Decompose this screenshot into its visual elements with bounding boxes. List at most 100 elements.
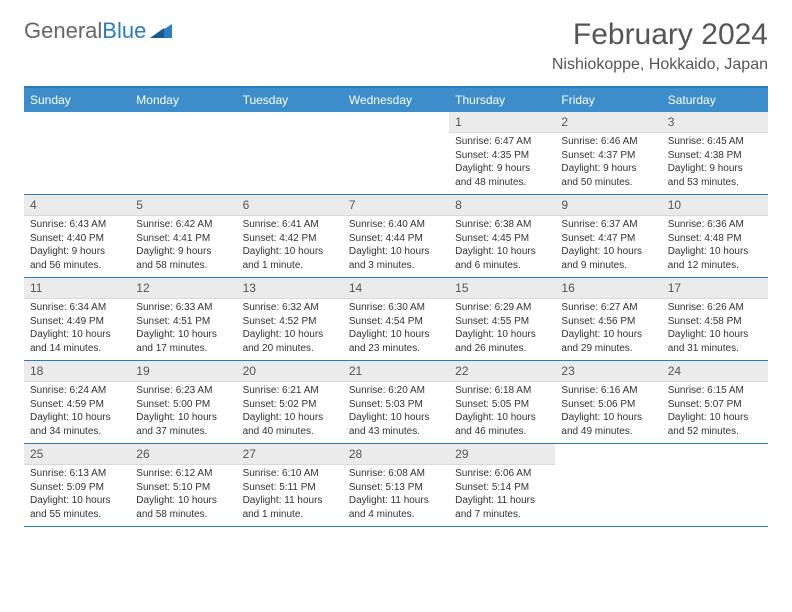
- day-number: 14: [343, 278, 449, 299]
- daylight-text-1: Daylight: 10 hours: [349, 328, 443, 342]
- sunset-text: Sunset: 4:55 PM: [455, 315, 549, 329]
- sunset-text: Sunset: 5:11 PM: [243, 481, 337, 495]
- calendar-cell: 27Sunrise: 6:10 AMSunset: 5:11 PMDayligh…: [237, 444, 343, 526]
- day-number: 22: [449, 361, 555, 382]
- calendar-cell: 7Sunrise: 6:40 AMSunset: 4:44 PMDaylight…: [343, 195, 449, 277]
- day-details: Sunrise: 6:45 AMSunset: 4:38 PMDaylight:…: [662, 133, 768, 193]
- calendar-cell: 29Sunrise: 6:06 AMSunset: 5:14 PMDayligh…: [449, 444, 555, 526]
- day-details: Sunrise: 6:42 AMSunset: 4:41 PMDaylight:…: [130, 216, 236, 276]
- daylight-text-2: and 14 minutes.: [30, 342, 124, 356]
- day-details: Sunrise: 6:18 AMSunset: 5:05 PMDaylight:…: [449, 382, 555, 442]
- daylight-text-2: and 23 minutes.: [349, 342, 443, 356]
- daylight-text-1: Daylight: 10 hours: [136, 328, 230, 342]
- daylight-text-1: Daylight: 11 hours: [455, 494, 549, 508]
- daylight-text-2: and 40 minutes.: [243, 425, 337, 439]
- day-number: 9: [555, 195, 661, 216]
- day-header-tuesday: Tuesday: [237, 88, 343, 112]
- sunrise-text: Sunrise: 6:32 AM: [243, 301, 337, 315]
- day-number: 23: [555, 361, 661, 382]
- calendar-cell: 10Sunrise: 6:36 AMSunset: 4:48 PMDayligh…: [662, 195, 768, 277]
- sunset-text: Sunset: 4:38 PM: [668, 149, 762, 163]
- sunset-text: Sunset: 4:41 PM: [136, 232, 230, 246]
- day-number: 18: [24, 361, 130, 382]
- day-number: 1: [449, 112, 555, 133]
- sunset-text: Sunset: 5:13 PM: [349, 481, 443, 495]
- daylight-text-2: and 17 minutes.: [136, 342, 230, 356]
- calendar-cell: 22Sunrise: 6:18 AMSunset: 5:05 PMDayligh…: [449, 361, 555, 443]
- day-details: Sunrise: 6:23 AMSunset: 5:00 PMDaylight:…: [130, 382, 236, 442]
- calendar-cell: 5Sunrise: 6:42 AMSunset: 4:41 PMDaylight…: [130, 195, 236, 277]
- daylight-text-1: Daylight: 10 hours: [30, 494, 124, 508]
- daylight-text-1: Daylight: 10 hours: [561, 411, 655, 425]
- daylight-text-2: and 1 minute.: [243, 259, 337, 273]
- calendar-cell: 21Sunrise: 6:20 AMSunset: 5:03 PMDayligh…: [343, 361, 449, 443]
- day-number: 6: [237, 195, 343, 216]
- sunrise-text: Sunrise: 6:26 AM: [668, 301, 762, 315]
- day-number: 17: [662, 278, 768, 299]
- day-details: Sunrise: 6:46 AMSunset: 4:37 PMDaylight:…: [555, 133, 661, 193]
- daylight-text-2: and 56 minutes.: [30, 259, 124, 273]
- sunrise-text: Sunrise: 6:29 AM: [455, 301, 549, 315]
- sunset-text: Sunset: 4:35 PM: [455, 149, 549, 163]
- day-details: Sunrise: 6:26 AMSunset: 4:58 PMDaylight:…: [662, 299, 768, 359]
- sunrise-text: Sunrise: 6:18 AM: [455, 384, 549, 398]
- day-details: Sunrise: 6:21 AMSunset: 5:02 PMDaylight:…: [237, 382, 343, 442]
- day-number: 7: [343, 195, 449, 216]
- day-details: Sunrise: 6:13 AMSunset: 5:09 PMDaylight:…: [24, 465, 130, 525]
- day-number: 12: [130, 278, 236, 299]
- day-details: Sunrise: 6:43 AMSunset: 4:40 PMDaylight:…: [24, 216, 130, 276]
- daylight-text-1: Daylight: 10 hours: [30, 328, 124, 342]
- daylight-text-1: Daylight: 9 hours: [136, 245, 230, 259]
- daylight-text-2: and 6 minutes.: [455, 259, 549, 273]
- day-details: Sunrise: 6:38 AMSunset: 4:45 PMDaylight:…: [449, 216, 555, 276]
- sunrise-text: Sunrise: 6:41 AM: [243, 218, 337, 232]
- sunrise-text: Sunrise: 6:34 AM: [30, 301, 124, 315]
- calendar-cell: 2Sunrise: 6:46 AMSunset: 4:37 PMDaylight…: [555, 112, 661, 194]
- day-header-friday: Friday: [555, 88, 661, 112]
- calendar-cell: .: [343, 112, 449, 194]
- daylight-text-1: Daylight: 10 hours: [136, 494, 230, 508]
- calendar-cell: 8Sunrise: 6:38 AMSunset: 4:45 PMDaylight…: [449, 195, 555, 277]
- calendar-cell: 28Sunrise: 6:08 AMSunset: 5:13 PMDayligh…: [343, 444, 449, 526]
- daylight-text-2: and 7 minutes.: [455, 508, 549, 522]
- daylight-text-2: and 31 minutes.: [668, 342, 762, 356]
- month-title: February 2024: [552, 18, 768, 52]
- daylight-text-2: and 48 minutes.: [455, 176, 549, 190]
- sunrise-text: Sunrise: 6:45 AM: [668, 135, 762, 149]
- daylight-text-1: Daylight: 9 hours: [455, 162, 549, 176]
- calendar-cell: 4Sunrise: 6:43 AMSunset: 4:40 PMDaylight…: [24, 195, 130, 277]
- day-details: Sunrise: 6:41 AMSunset: 4:42 PMDaylight:…: [237, 216, 343, 276]
- sunset-text: Sunset: 4:54 PM: [349, 315, 443, 329]
- sunset-text: Sunset: 4:42 PM: [243, 232, 337, 246]
- daylight-text-2: and 55 minutes.: [30, 508, 124, 522]
- sunrise-text: Sunrise: 6:13 AM: [30, 467, 124, 481]
- calendar-week: 11Sunrise: 6:34 AMSunset: 4:49 PMDayligh…: [24, 278, 768, 361]
- sunrise-text: Sunrise: 6:40 AM: [349, 218, 443, 232]
- sunset-text: Sunset: 4:51 PM: [136, 315, 230, 329]
- daylight-text-2: and 49 minutes.: [561, 425, 655, 439]
- calendar-cell: 20Sunrise: 6:21 AMSunset: 5:02 PMDayligh…: [237, 361, 343, 443]
- sunset-text: Sunset: 4:40 PM: [30, 232, 124, 246]
- calendar-cell: 11Sunrise: 6:34 AMSunset: 4:49 PMDayligh…: [24, 278, 130, 360]
- day-details: Sunrise: 6:34 AMSunset: 4:49 PMDaylight:…: [24, 299, 130, 359]
- daylight-text-2: and 58 minutes.: [136, 508, 230, 522]
- sunrise-text: Sunrise: 6:10 AM: [243, 467, 337, 481]
- daylight-text-2: and 9 minutes.: [561, 259, 655, 273]
- calendar-cell: 24Sunrise: 6:15 AMSunset: 5:07 PMDayligh…: [662, 361, 768, 443]
- sunrise-text: Sunrise: 6:06 AM: [455, 467, 549, 481]
- day-number: 15: [449, 278, 555, 299]
- day-header-saturday: Saturday: [662, 88, 768, 112]
- day-details: Sunrise: 6:24 AMSunset: 4:59 PMDaylight:…: [24, 382, 130, 442]
- calendar-cell: 6Sunrise: 6:41 AMSunset: 4:42 PMDaylight…: [237, 195, 343, 277]
- day-details: Sunrise: 6:06 AMSunset: 5:14 PMDaylight:…: [449, 465, 555, 525]
- day-number: 21: [343, 361, 449, 382]
- daylight-text-1: Daylight: 10 hours: [455, 245, 549, 259]
- sunset-text: Sunset: 5:02 PM: [243, 398, 337, 412]
- day-details: Sunrise: 6:47 AMSunset: 4:35 PMDaylight:…: [449, 133, 555, 193]
- sunset-text: Sunset: 5:06 PM: [561, 398, 655, 412]
- day-details: Sunrise: 6:20 AMSunset: 5:03 PMDaylight:…: [343, 382, 449, 442]
- daylight-text-2: and 52 minutes.: [668, 425, 762, 439]
- day-number: 4: [24, 195, 130, 216]
- day-details: Sunrise: 6:37 AMSunset: 4:47 PMDaylight:…: [555, 216, 661, 276]
- calendar-cell: 16Sunrise: 6:27 AMSunset: 4:56 PMDayligh…: [555, 278, 661, 360]
